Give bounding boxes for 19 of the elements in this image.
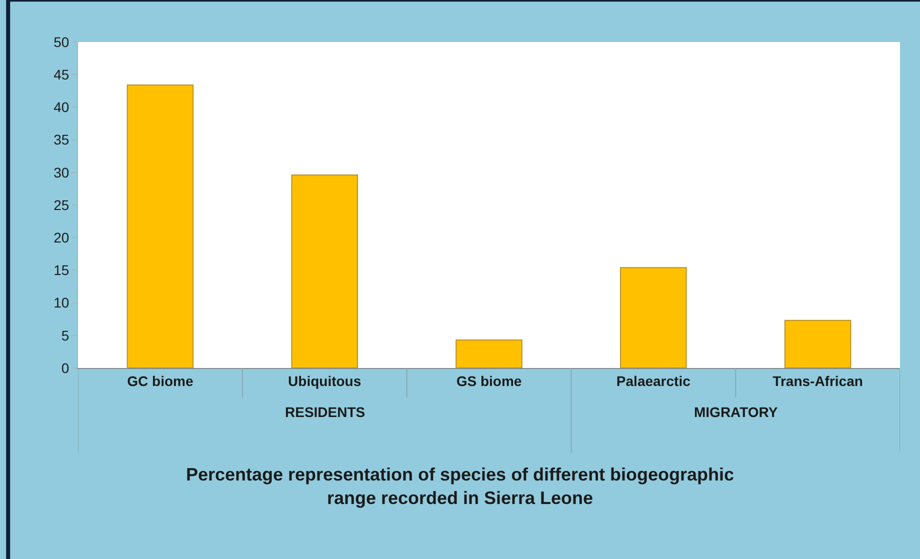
y-tick-label: 45 [54,66,70,82]
text: Percentage representation of species of different biogeographic range recorded in Sierra Leone [186,464,734,508]
y-tick-label: 0 [61,360,70,376]
y-tick-label: 40 [54,99,70,116]
text: MIGRATORY [694,404,778,420]
text: RESIDENTS [285,404,366,420]
y-tick-label: 10 [54,294,70,311]
y-tick-label: 30 [54,164,70,180]
y-tick-label: 5 [61,327,70,344]
y-tick-label: 35 [54,132,70,148]
x-tick-label: Ubiquitous [288,372,362,389]
y-tick-label: 50 [54,34,70,50]
x-tick-label: Palaearctic [616,372,691,389]
x-tick-label: GS biome [456,372,522,389]
x-tick-label: GC biome [127,372,194,389]
y-tick-label: 15 [54,262,70,278]
y-tick-label: 20 [54,230,70,246]
x-tick-label: Trans-African [772,372,863,389]
y-tick-label: 25 [54,196,70,213]
